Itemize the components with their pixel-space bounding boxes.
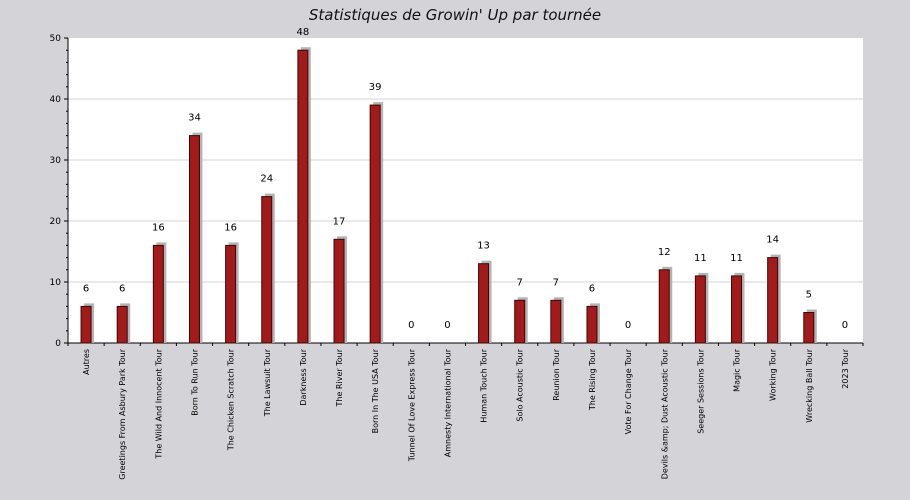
bar bbox=[658, 269, 670, 344]
data-label: 16 bbox=[224, 222, 237, 233]
data-label: 6 bbox=[589, 283, 595, 294]
bar bbox=[586, 305, 598, 344]
x-tick-label: Born In The USA Tour bbox=[371, 348, 380, 433]
x-tick-label: Magic Tour bbox=[733, 348, 742, 392]
x-tick-label: Seeger Sessions Tour bbox=[696, 348, 705, 433]
x-tick-label: Vote For Change Tour bbox=[624, 348, 633, 434]
data-label: 11 bbox=[730, 253, 743, 264]
bar bbox=[152, 244, 164, 344]
bar bbox=[116, 305, 128, 344]
bar bbox=[550, 299, 562, 344]
data-label: 39 bbox=[369, 82, 382, 93]
data-label: 0 bbox=[444, 320, 450, 331]
y-tick-label: 10 bbox=[50, 278, 62, 288]
x-tick-label: The River Tour bbox=[335, 348, 344, 407]
x-tick-label: The Wild And Innocent Tour bbox=[154, 348, 163, 459]
y-tick-label: 20 bbox=[50, 217, 62, 227]
x-tick-label: Solo Acoustic Tour bbox=[516, 348, 525, 421]
x-tick-label: Wrecking Ball Tour bbox=[805, 348, 814, 422]
bar bbox=[188, 135, 200, 344]
data-label: 14 bbox=[766, 235, 779, 246]
bar bbox=[478, 263, 490, 344]
data-label: 7 bbox=[517, 277, 523, 288]
bar bbox=[694, 275, 706, 344]
data-label: 6 bbox=[119, 283, 125, 294]
x-tick-label: The Chicken Scratch Tour bbox=[227, 348, 236, 451]
bar bbox=[731, 275, 743, 344]
x-tick-label: Devils &amp; Dust Acoustic Tour bbox=[660, 348, 669, 479]
bar bbox=[767, 257, 779, 344]
bar bbox=[803, 312, 815, 344]
data-label: 0 bbox=[625, 320, 631, 331]
data-label: 13 bbox=[477, 241, 490, 252]
data-label: 5 bbox=[806, 290, 812, 301]
bar bbox=[225, 244, 237, 344]
y-tick-label: 30 bbox=[50, 156, 62, 166]
x-tick-label: The Rising Tour bbox=[588, 348, 597, 411]
x-tick-label: The Lawsuit Tour bbox=[263, 348, 272, 417]
data-label: 48 bbox=[297, 27, 310, 38]
data-label: 0 bbox=[842, 320, 848, 331]
x-tick-label: Tunnel Of Love Express Tour bbox=[407, 348, 416, 462]
y-tick-label: 40 bbox=[50, 95, 62, 105]
x-tick-label: Working Tour bbox=[769, 348, 778, 401]
data-label: 12 bbox=[658, 247, 671, 258]
x-tick-label: Amnesty International Tour bbox=[443, 348, 452, 457]
data-label: 34 bbox=[188, 113, 201, 124]
data-label: 16 bbox=[152, 222, 165, 233]
data-label: 7 bbox=[553, 277, 559, 288]
x-tick-label: 2023 Tour bbox=[841, 348, 850, 388]
x-tick-label: Autres bbox=[82, 349, 91, 375]
chart-title: Statistiques de Growin' Up par tournée bbox=[308, 6, 602, 24]
x-tick-label: Human Touch Tour bbox=[480, 348, 489, 422]
bar bbox=[369, 104, 381, 344]
data-label: 24 bbox=[260, 174, 273, 185]
data-label: 11 bbox=[694, 253, 707, 264]
data-label: 0 bbox=[408, 320, 414, 331]
bar bbox=[297, 49, 309, 344]
x-tick-label: Born To Run Tour bbox=[190, 348, 199, 415]
data-label: 17 bbox=[333, 216, 346, 227]
data-label: 6 bbox=[83, 283, 89, 294]
y-tick-label: 0 bbox=[55, 339, 61, 349]
bar bbox=[333, 238, 345, 344]
x-tick-label: Reunion Tour bbox=[552, 348, 561, 400]
y-tick-label: 50 bbox=[50, 34, 62, 44]
x-tick-label: Darkness Tour bbox=[299, 348, 308, 405]
bar bbox=[80, 305, 92, 344]
bar bbox=[261, 196, 273, 344]
bar bbox=[514, 299, 526, 344]
x-tick-label: Greetings From Asbury Park Tour bbox=[118, 348, 127, 479]
